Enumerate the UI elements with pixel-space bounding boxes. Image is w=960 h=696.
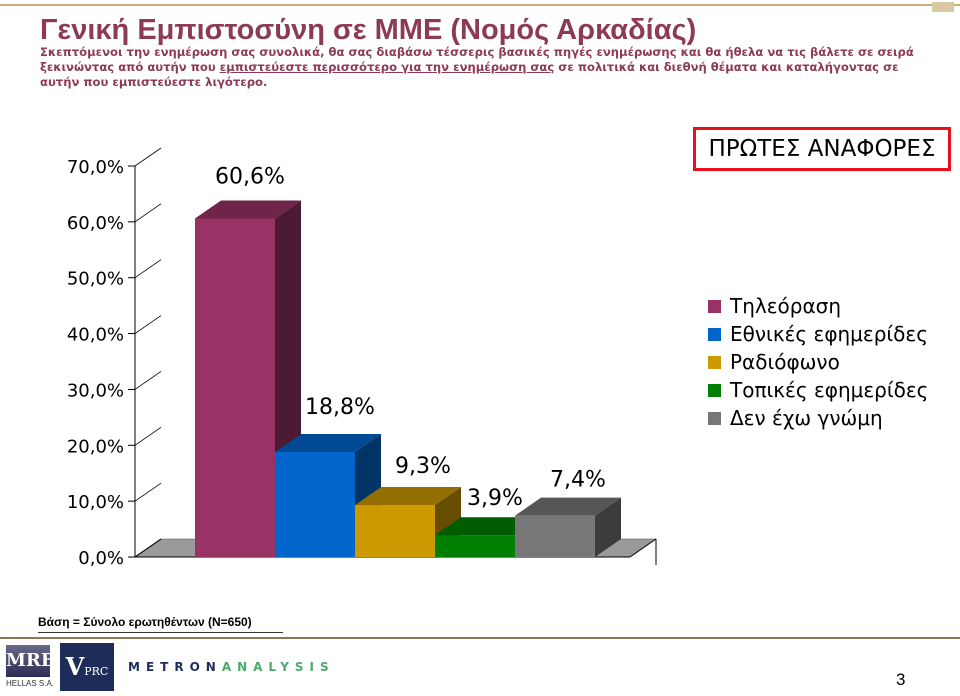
bar <box>275 451 355 557</box>
page-number: 3 <box>896 670 906 689</box>
data-label: 3,9% <box>467 486 523 511</box>
legend-item-radio: Ραδιόφωνο <box>708 348 928 376</box>
y-tick-depth <box>134 147 162 167</box>
top-rule <box>0 4 960 6</box>
legend-item-local-papers: Τοπικές εφημερίδες <box>708 376 928 404</box>
bar-top <box>195 200 301 219</box>
bar <box>195 218 275 557</box>
metron-logo-b: ANALYSIS <box>221 660 335 674</box>
y-tick-label: 50,0% <box>67 269 124 290</box>
data-label: 18,8% <box>305 395 375 420</box>
page-subtitle: Σκεπτόμενοι την ενημέρωση σας συνολικά, … <box>40 45 940 90</box>
vprc-logo: VPRC <box>60 643 114 691</box>
footer-rule <box>0 637 960 639</box>
vprc-logo-v: V <box>65 652 85 681</box>
legend-label: Τοπικές εφημερίδες <box>730 378 929 402</box>
data-label: 7,4% <box>550 468 606 493</box>
base-note-rule <box>38 632 283 633</box>
y-tick-depth <box>134 426 162 446</box>
bar <box>515 515 595 557</box>
bar <box>435 535 515 557</box>
mrb-logo: MRB HELLAS S.A. <box>6 645 56 691</box>
data-label: 9,3% <box>395 454 451 479</box>
subtitle-text-1: Σκεπτόμενοι την ενημέρωση σας συνολικά, … <box>40 45 914 74</box>
y-tick-label: 20,0% <box>67 436 124 457</box>
y-tick-label: 40,0% <box>67 325 124 346</box>
y-tick-depth <box>134 482 162 502</box>
first-mentions-badge: ΠΡΩΤΕΣ ΑΝΑΦΟΡΕΣ <box>693 127 951 171</box>
y-tick-depth <box>134 203 162 223</box>
vprc-logo-rest: PRC <box>84 665 109 678</box>
mrb-logo-mark: MRB <box>6 645 56 677</box>
legend-swatch <box>708 327 721 341</box>
base-note: Βάση = Σύνολο ερωτηθέντων (N=650) <box>38 615 252 629</box>
y-tick-label: 10,0% <box>67 492 124 513</box>
legend-item-national-papers: Εθνικές εφημερίδες <box>708 320 928 348</box>
bar-top <box>435 517 541 536</box>
metron-logo-a: METRON <box>128 660 222 674</box>
legend-label: Ραδιόφωνο <box>730 350 840 374</box>
y-tick-label: 60,0% <box>67 213 124 234</box>
mrb-logo-sub: HELLAS S.A. <box>6 679 55 688</box>
chart-legend: Τηλεόραση Εθνικές εφημερίδες Ραδιόφωνο Τ… <box>708 292 928 432</box>
bar-top <box>275 433 381 452</box>
legend-item-tv: Τηλεόραση <box>708 292 928 320</box>
y-tick-label: 0,0% <box>78 548 124 569</box>
legend-label: Τηλεόραση <box>730 294 842 318</box>
data-label: 60,6% <box>215 165 285 190</box>
legend-swatch <box>708 383 721 397</box>
bar-top <box>515 497 621 516</box>
bar-side <box>595 497 621 557</box>
subtitle-text-2: σε πολιτικά και διεθνή θέματα και καταλή… <box>40 60 899 89</box>
y-tick-label: 70,0% <box>67 157 124 178</box>
legend-label: Εθνικές εφημερίδες <box>730 322 928 346</box>
bar-top <box>355 487 461 506</box>
y-tick-depth <box>134 538 162 558</box>
legend-swatch <box>708 299 721 313</box>
legend-swatch <box>708 355 721 369</box>
x-axis-depth <box>629 538 657 558</box>
y-tick-depth <box>134 315 162 334</box>
corner-decoration <box>932 2 954 12</box>
page-title: Γενική Εμπιστοσύνη σε ΜΜΕ (Νομός Αρκαδία… <box>40 14 697 46</box>
metron-analysis-logo: METRONANALYSIS <box>128 660 335 674</box>
legend-item-no-opinion: Δεν έχω γνώμη <box>708 404 928 432</box>
legend-swatch <box>708 411 721 425</box>
bar <box>355 505 435 557</box>
y-tick-label: 30,0% <box>67 380 124 401</box>
y-tick-depth <box>134 259 162 279</box>
legend-label: Δεν έχω γνώμη <box>730 406 883 430</box>
y-tick-depth <box>134 371 162 390</box>
subtitle-underlined: εμπιστεύεστε περισσότερο για την ενημέρω… <box>219 60 555 74</box>
